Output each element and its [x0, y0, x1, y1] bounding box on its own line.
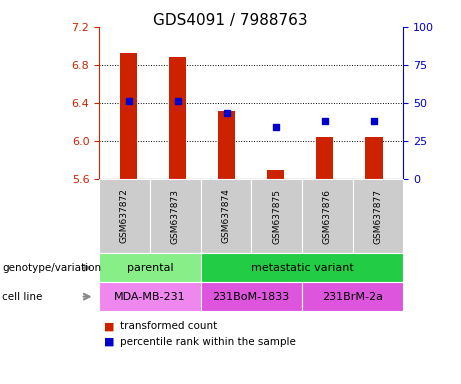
- Bar: [267, 170, 284, 179]
- Bar: [366, 137, 383, 179]
- Text: GSM637872: GSM637872: [120, 189, 129, 243]
- Bar: [218, 111, 235, 179]
- Text: metastatic variant: metastatic variant: [251, 263, 353, 273]
- Text: GDS4091 / 7988763: GDS4091 / 7988763: [153, 13, 308, 28]
- Text: cell line: cell line: [2, 291, 43, 302]
- Text: ■: ■: [104, 337, 114, 347]
- Text: 231BrM-2a: 231BrM-2a: [322, 291, 383, 302]
- Bar: [169, 57, 186, 179]
- Text: genotype/variation: genotype/variation: [2, 263, 101, 273]
- Text: GSM637875: GSM637875: [272, 189, 281, 243]
- Text: percentile rank within the sample: percentile rank within the sample: [120, 337, 296, 347]
- Text: 231BoM-1833: 231BoM-1833: [213, 291, 290, 302]
- Text: GSM637873: GSM637873: [171, 189, 180, 243]
- Bar: [120, 53, 137, 179]
- Text: transformed count: transformed count: [120, 321, 217, 331]
- Text: GSM637874: GSM637874: [221, 189, 230, 243]
- Text: parental: parental: [126, 263, 173, 273]
- Text: GSM637876: GSM637876: [323, 189, 332, 243]
- Bar: [316, 137, 333, 179]
- Text: MDA-MB-231: MDA-MB-231: [114, 291, 186, 302]
- Text: GSM637877: GSM637877: [373, 189, 383, 243]
- Text: ■: ■: [104, 321, 114, 331]
